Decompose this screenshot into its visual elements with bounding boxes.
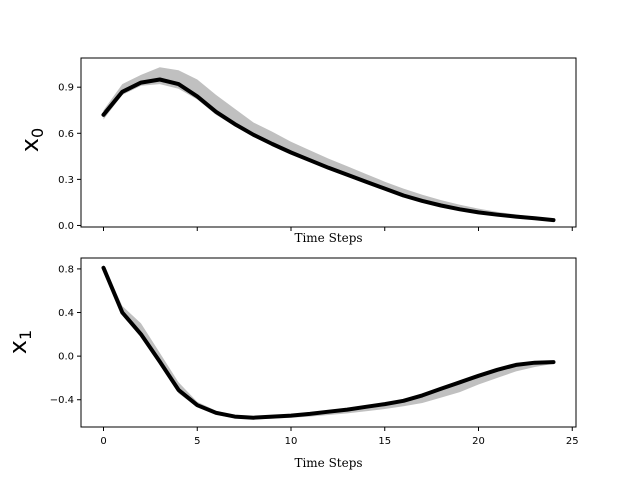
x0-ytick-label: 0.0 [58, 221, 74, 232]
x1-ytick-label: 0.0 [58, 352, 74, 363]
x1-xtick-label: 5 [194, 436, 200, 447]
subplot-x1: 0 5 10 15 20 25 −0.4 0.0 0.4 0.8 Time Steps x1 [4, 257, 579, 470]
x0-ylabel: x0 [16, 128, 47, 152]
x1-xtick-label: 10 [285, 436, 298, 447]
x1-xtick-label: 0 [100, 436, 106, 447]
x0-series-line-0 [101, 77, 556, 223]
x0-ylabel-base: x [16, 138, 44, 152]
x1-yticks: −0.4 0.0 0.4 0.8 [50, 264, 81, 406]
x0-axes-frame [80, 57, 577, 228]
x0-ylabel-subscript: 0 [28, 128, 47, 138]
x1-axes-frame [80, 257, 577, 428]
x1-ylabel-subscript: 1 [16, 330, 35, 340]
x0-ytick-label: 0.3 [58, 175, 74, 186]
x0-xlabel: Time Steps [294, 231, 362, 245]
x1-xlabel: Time Steps [294, 456, 362, 470]
x1-xtick-label: 15 [378, 436, 391, 447]
x1-xtick-label: 20 [472, 436, 485, 447]
x0-confidence-band [103, 67, 554, 221]
x1-ytick-label: 0.4 [58, 308, 74, 319]
x0-ytick-label: 0.9 [58, 83, 74, 94]
x1-ytick-label: 0.8 [58, 264, 74, 275]
x1-ylabel-base: x [4, 340, 32, 354]
x1-ylabel: x1 [4, 330, 35, 354]
x0-confidence-band-layer [103, 67, 554, 221]
x1-ytick-label: −0.4 [50, 395, 74, 406]
x0-line-layer [101, 77, 556, 223]
subplot-x0: 0.0 0.3 0.6 0.9 Time Steps x0 [16, 57, 577, 245]
x1-xtick-label: 25 [566, 436, 579, 447]
x0-ytick-label: 0.6 [58, 129, 74, 140]
x1-line-layer [101, 265, 556, 420]
x0-xticks [103, 227, 573, 231]
x1-series-line-0 [101, 265, 556, 420]
x1-xticks: 0 5 10 15 20 25 [100, 427, 579, 447]
x0-yticks: 0.0 0.3 0.6 0.9 [58, 83, 81, 232]
